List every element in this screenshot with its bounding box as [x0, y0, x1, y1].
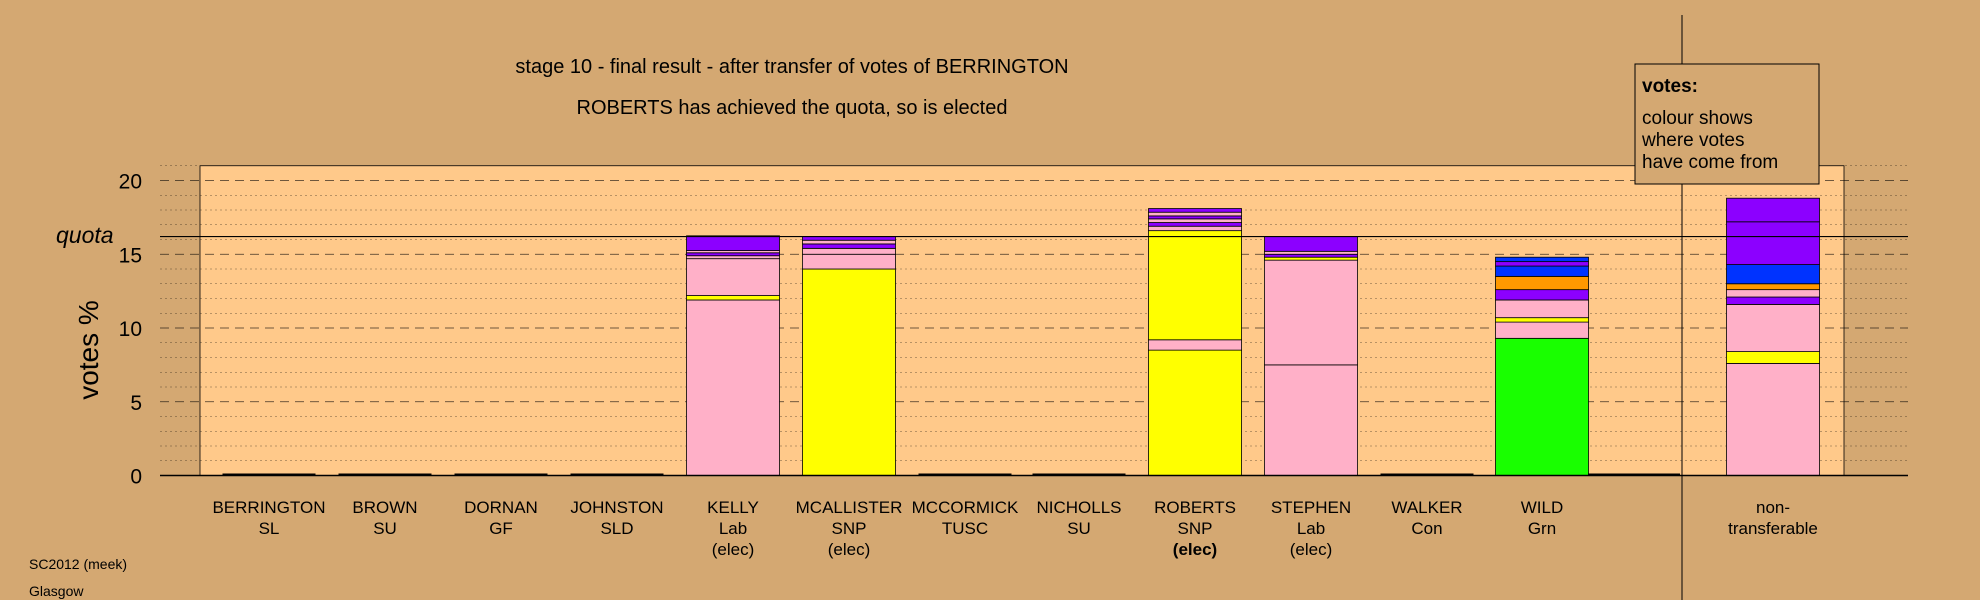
- candidate-party-nicholls: SU: [1067, 519, 1091, 538]
- bar-stephen-segment: [1264, 364, 1358, 476]
- chart-title: stage 10 - final result - after transfer…: [515, 56, 1068, 78]
- bar-wild-segment: [1495, 256, 1589, 263]
- candidate-party-walker: Con: [1411, 519, 1442, 538]
- candidate-party-kelly: Lab: [719, 519, 747, 538]
- bar-wild-segment: [1495, 337, 1589, 476]
- y-tick-label: 5: [130, 392, 142, 415]
- candidate-party-brown: SU: [373, 519, 397, 538]
- candidate-name-nicholls: NICHOLLS: [1036, 498, 1121, 517]
- bar-kelly-segment: [686, 299, 780, 476]
- bar-roberts-segment: [1148, 215, 1242, 220]
- bar-roberts-segment: [1148, 349, 1242, 476]
- bar-nontransferable-segment: [1726, 283, 1820, 291]
- bar-mcallister-segment: [802, 247, 896, 255]
- candidate-name-berrington: BERRINGTON: [212, 498, 325, 517]
- candidate-name-mcallister: MCALLISTER: [796, 498, 903, 517]
- y-tick-label: 0: [130, 466, 142, 489]
- bar-stephen-segment: [1264, 259, 1358, 366]
- y-tick-label: 10: [119, 318, 142, 341]
- legend-line-1: colour shows: [1642, 108, 1753, 129]
- quota-label: quota: [56, 222, 114, 248]
- candidate-party-dornan: GF: [489, 519, 513, 538]
- legend-line-2: where votes: [1641, 130, 1744, 151]
- bar-wild-segment: [1495, 265, 1589, 277]
- bar-nontransferable-segment: [1726, 296, 1820, 305]
- bar-wild-segment: [1495, 289, 1589, 301]
- candidate-name-brown: BROWN: [352, 498, 417, 517]
- footer-system: SC2012 (meek): [29, 556, 127, 572]
- bar-roberts-segment: [1148, 218, 1242, 223]
- bar-stephen-segment: [1264, 250, 1358, 255]
- legend: votes: colour shows where votes have com…: [1634, 63, 1820, 185]
- bar-mcallister-segment: [802, 239, 896, 245]
- candidate-party-berrington: SL: [259, 519, 280, 538]
- nontransferable-label-2: transferable: [1728, 519, 1818, 538]
- bar-mcallister-segment: [802, 253, 896, 270]
- bar-roberts-segment: [1148, 225, 1242, 232]
- bar-kelly-segment: [686, 295, 780, 301]
- bar-nontransferable-segment: [1726, 362, 1820, 476]
- bar-wild-segment: [1495, 275, 1589, 291]
- legend-line-3: have come from: [1642, 152, 1778, 173]
- candidate-name-roberts: ROBERTS: [1154, 498, 1236, 517]
- y-axis-label: votes %: [73, 300, 104, 400]
- candidate-name-wild: WILD: [1521, 498, 1564, 517]
- legend-box: [1634, 63, 1820, 185]
- candidate-name-kelly: KELLY: [707, 498, 759, 517]
- bar-mcallister-segment: [802, 268, 896, 476]
- candidate-party-roberts: SNP: [1178, 519, 1213, 538]
- bar-nontransferable-segment: [1726, 197, 1820, 223]
- candidate-status-kelly: (elec): [712, 540, 755, 559]
- candidate-party-mcallister: SNP: [832, 519, 867, 538]
- candidate-name-stephen: STEPHEN: [1271, 498, 1351, 517]
- candidate-status-stephen: (elec): [1290, 540, 1333, 559]
- bar-nontransferable-segment: [1726, 264, 1820, 285]
- candidate-name-dornan: DORNAN: [464, 498, 538, 517]
- candidate-name-walker: WALKER: [1391, 498, 1462, 517]
- candidate-name-johnston: JOHNSTON: [570, 498, 663, 517]
- bar-nontransferable-segment: [1726, 289, 1820, 298]
- footer-location: Glasgow: [29, 583, 84, 599]
- bar-roberts-segment: [1148, 339, 1242, 351]
- bar-wild-segment: [1495, 317, 1589, 323]
- nontransferable-label-1: non-: [1756, 498, 1790, 517]
- bar-wild-segment: [1495, 299, 1589, 319]
- bar-wild-segment: [1495, 321, 1589, 339]
- bar-roberts-segment: [1148, 208, 1242, 213]
- candidate-status-roberts: (elec): [1173, 540, 1217, 559]
- bar-stephen-segment: [1264, 256, 1358, 261]
- y-tick-label: 20: [119, 171, 142, 194]
- bar-kelly-segment: [686, 252, 780, 257]
- bar-nontransferable-segment: [1726, 221, 1820, 265]
- bar-kelly-segment: [686, 235, 780, 251]
- candidate-party-mccormick: TUSC: [942, 519, 988, 538]
- bar-stephen-segment: [1264, 253, 1358, 258]
- plot-area: [199, 165, 1845, 476]
- bar-kelly-segment: [686, 255, 780, 260]
- bar-mcallister-segment: [802, 243, 896, 249]
- bar-kelly-segment: [686, 258, 780, 296]
- bar-roberts-segment: [1148, 211, 1242, 217]
- y-tick-label: 15: [119, 244, 142, 267]
- candidate-party-wild: Grn: [1528, 519, 1556, 538]
- bar-nontransferable-segment: [1726, 351, 1820, 364]
- bar-roberts-segment: [1148, 230, 1242, 341]
- legend-title: votes:: [1642, 76, 1698, 97]
- candidate-party-johnston: SLD: [600, 519, 633, 538]
- bar-roberts-segment: [1148, 222, 1242, 227]
- bar-stephen-segment: [1264, 236, 1358, 252]
- candidate-name-mccormick: MCCORMICK: [912, 498, 1019, 517]
- candidate-party-stephen: Lab: [1297, 519, 1325, 538]
- chart-subtitle: ROBERTS has achieved the quota, so is el…: [577, 97, 1008, 119]
- bar-wild-segment: [1495, 261, 1589, 267]
- bar-nontransferable-segment: [1726, 303, 1820, 352]
- candidate-status-mcallister: (elec): [828, 540, 871, 559]
